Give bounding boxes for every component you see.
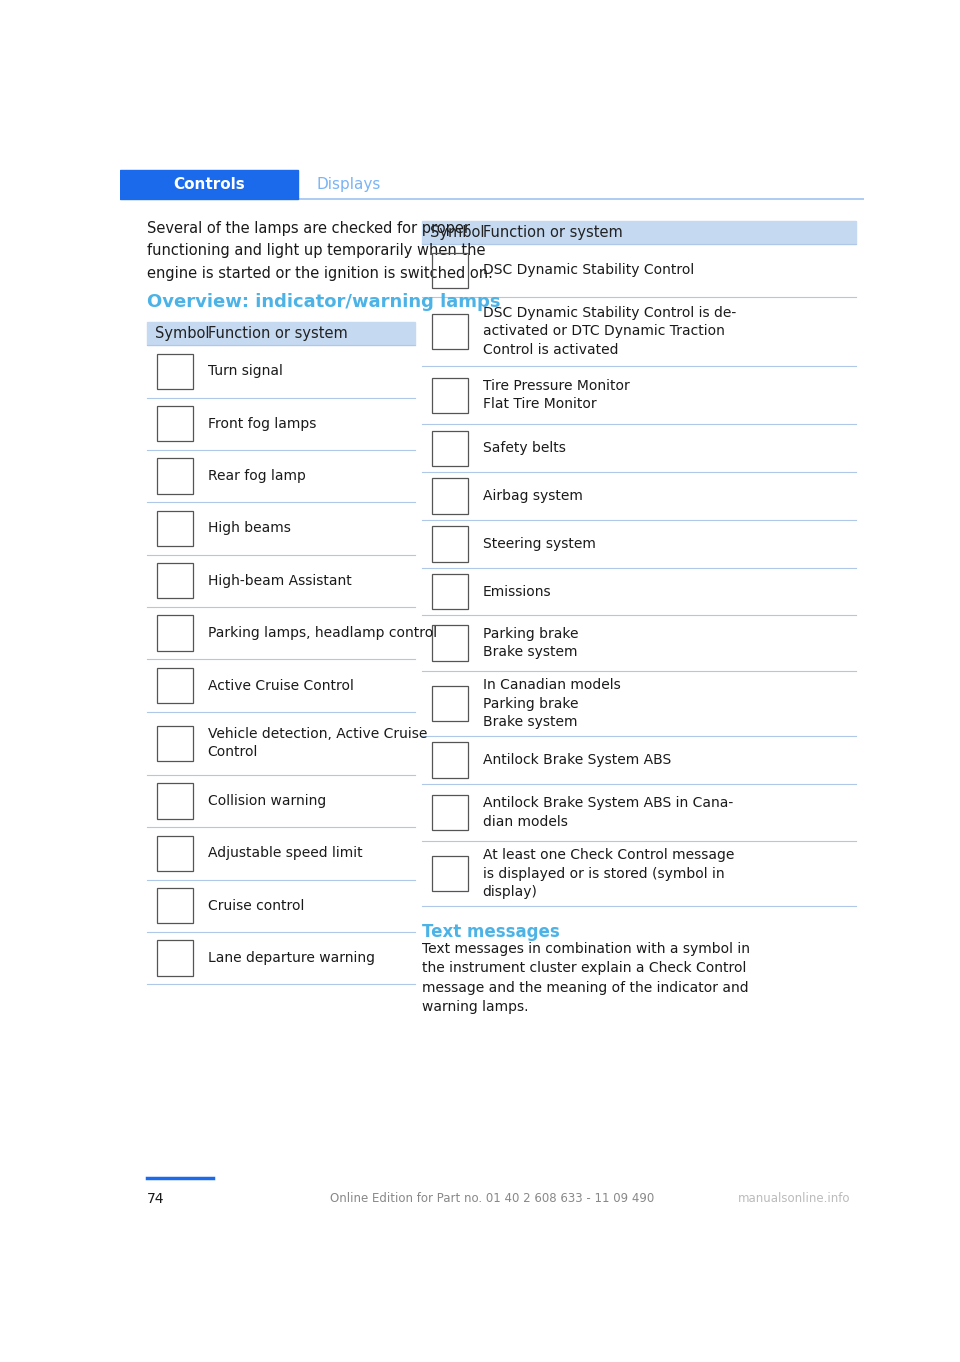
Text: Emissions: Emissions bbox=[483, 584, 551, 598]
Text: Lane departure warning: Lane departure warning bbox=[207, 951, 374, 966]
Text: manualsonline.info: manualsonline.info bbox=[738, 1192, 851, 1205]
Text: Text messages in combination with a symbol in
the instrument cluster explain a C: Text messages in combination with a symb… bbox=[422, 943, 751, 1015]
Text: Cruise control: Cruise control bbox=[207, 899, 304, 913]
Bar bbox=[157, 616, 193, 651]
Text: Function or system: Function or system bbox=[207, 326, 348, 340]
Text: Several of the lamps are checked for proper
functioning and light up temporarily: Several of the lamps are checked for pro… bbox=[147, 221, 493, 281]
Text: Tire Pressure Monitor
Flat Tire Monitor: Tire Pressure Monitor Flat Tire Monitor bbox=[483, 379, 630, 411]
Text: Steering system: Steering system bbox=[483, 537, 595, 550]
Bar bbox=[157, 354, 193, 390]
Text: Airbag system: Airbag system bbox=[483, 489, 583, 503]
Bar bbox=[157, 667, 193, 703]
Text: Vehicle detection, Active Cruise
Control: Vehicle detection, Active Cruise Control bbox=[207, 727, 427, 760]
Bar bbox=[432, 857, 468, 892]
Text: Parking brake
Brake system: Parking brake Brake system bbox=[483, 627, 578, 659]
Bar bbox=[157, 563, 193, 598]
Text: Adjustable speed limit: Adjustable speed limit bbox=[207, 846, 362, 861]
Text: In Canadian models
Parking brake
Brake system: In Canadian models Parking brake Brake s… bbox=[483, 678, 620, 729]
Bar bbox=[432, 795, 468, 831]
Text: Controls: Controls bbox=[173, 177, 245, 192]
Bar bbox=[432, 253, 468, 289]
Bar bbox=[422, 221, 856, 244]
Text: 74: 74 bbox=[147, 1192, 164, 1207]
Text: Online Edition for Part no. 01 40 2 608 633 - 11 09 490: Online Edition for Part no. 01 40 2 608 … bbox=[330, 1192, 654, 1205]
Text: Rear fog lamp: Rear fog lamp bbox=[207, 469, 305, 484]
Bar bbox=[432, 742, 468, 778]
Text: Displays: Displays bbox=[317, 177, 381, 192]
Text: Function or system: Function or system bbox=[483, 225, 622, 240]
Text: At least one Check Control message
is displayed or is stored (symbol in
display): At least one Check Control message is di… bbox=[483, 849, 734, 899]
Bar bbox=[432, 526, 468, 561]
Text: Safety belts: Safety belts bbox=[483, 441, 565, 455]
Text: Antilock Brake System ABS: Antilock Brake System ABS bbox=[483, 753, 671, 767]
Bar bbox=[432, 430, 468, 466]
Bar bbox=[432, 573, 468, 609]
Bar bbox=[157, 836, 193, 872]
Text: DSC Dynamic Stability Control: DSC Dynamic Stability Control bbox=[483, 263, 694, 278]
Text: Symbol: Symbol bbox=[155, 326, 209, 340]
Bar bbox=[147, 321, 415, 345]
Text: Collision warning: Collision warning bbox=[207, 794, 325, 808]
Bar bbox=[157, 783, 193, 819]
Bar bbox=[432, 478, 468, 513]
Text: Symbol: Symbol bbox=[430, 225, 485, 240]
Text: Parking lamps, headlamp control: Parking lamps, headlamp control bbox=[207, 627, 437, 640]
Text: High-beam Assistant: High-beam Assistant bbox=[207, 573, 351, 588]
Bar bbox=[157, 726, 193, 761]
Text: Antilock Brake System ABS in Cana-
dian models: Antilock Brake System ABS in Cana- dian … bbox=[483, 797, 732, 828]
Bar bbox=[157, 406, 193, 441]
Bar bbox=[157, 940, 193, 975]
Text: Turn signal: Turn signal bbox=[207, 365, 282, 379]
Text: Front fog lamps: Front fog lamps bbox=[207, 417, 316, 430]
Text: Overview: indicator/warning lamps: Overview: indicator/warning lamps bbox=[147, 293, 500, 311]
Bar bbox=[157, 459, 193, 494]
Bar bbox=[432, 377, 468, 413]
Bar bbox=[432, 313, 468, 349]
Text: Active Cruise Control: Active Cruise Control bbox=[207, 678, 353, 692]
Bar bbox=[157, 888, 193, 923]
Text: Text messages: Text messages bbox=[422, 923, 560, 941]
Bar bbox=[157, 511, 193, 546]
Bar bbox=[432, 686, 468, 722]
Bar bbox=[432, 625, 468, 661]
Text: DSC Dynamic Stability Control is de-
activated or DTC Dynamic Traction
Control i: DSC Dynamic Stability Control is de- act… bbox=[483, 306, 736, 357]
Bar bbox=[120, 170, 299, 199]
Text: High beams: High beams bbox=[207, 522, 291, 535]
